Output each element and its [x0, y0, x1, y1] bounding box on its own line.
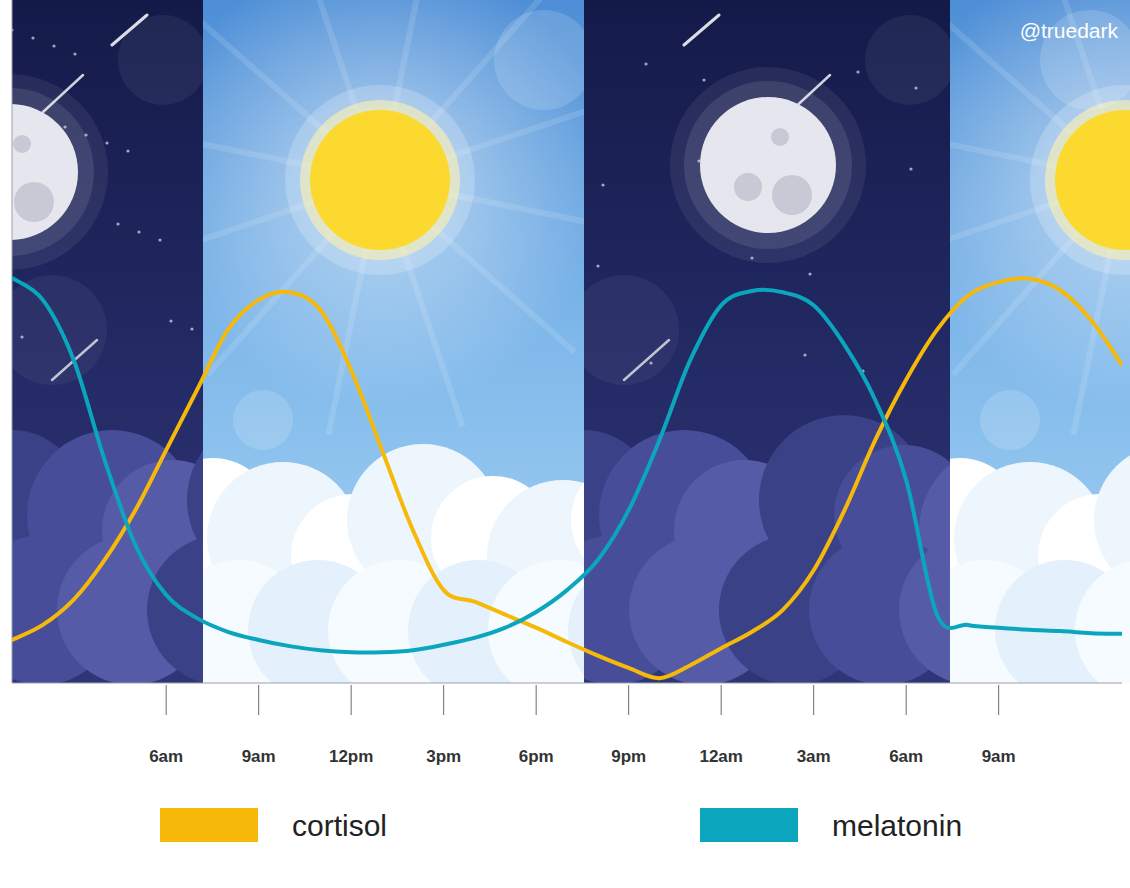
star: [601, 183, 604, 186]
x-tick: [351, 685, 352, 715]
y-axis-line: [12, 0, 13, 683]
sun-halo: [1045, 100, 1130, 260]
bokeh: [584, 275, 679, 385]
star: [169, 319, 172, 322]
x-tick: [998, 685, 999, 715]
moon-halo: [684, 81, 852, 249]
x-tick: [813, 685, 814, 715]
star: [116, 222, 119, 225]
moon: [700, 97, 836, 233]
sun: [310, 110, 450, 250]
cortisol-line: [12, 278, 1122, 678]
star: [190, 327, 193, 330]
moon-halo: [12, 74, 108, 270]
x-tick-label: 3am: [797, 747, 831, 766]
x-tick-label: 9am: [982, 747, 1016, 766]
star: [126, 149, 129, 152]
crater: [13, 135, 31, 153]
sun-glow: [950, 0, 1130, 410]
legend-swatch: [160, 808, 258, 842]
night-band: [584, 0, 950, 683]
crater: [772, 175, 812, 215]
legend-label: melatonin: [832, 809, 962, 842]
bokeh: [980, 390, 1040, 450]
legend-label: cortisol: [292, 809, 387, 842]
day-band: [203, 0, 584, 683]
x-tick-label: 12pm: [329, 747, 373, 766]
meteor: [684, 15, 719, 45]
melatonin-line: [12, 278, 1122, 653]
star: [73, 52, 76, 55]
star: [137, 230, 140, 233]
background: [0, 0, 1130, 700]
x-tick-label: 12am: [699, 747, 742, 766]
moon-halo: [670, 67, 866, 263]
star: [856, 70, 859, 73]
sun-halo: [1030, 85, 1130, 275]
meteor: [624, 340, 669, 380]
x-tick-label: 3pm: [426, 747, 461, 766]
x-tick: [906, 685, 907, 715]
x-tick: [536, 685, 537, 715]
star: [808, 272, 811, 275]
crater: [734, 173, 762, 201]
cloud: [1075, 560, 1130, 683]
x-tick-label: 9am: [242, 747, 276, 766]
star: [803, 353, 806, 356]
bokeh: [494, 10, 584, 110]
moon: [12, 104, 78, 240]
x-tick: [443, 685, 444, 715]
day-band: [950, 0, 1130, 683]
legend-swatch: [700, 808, 798, 842]
bokeh: [865, 15, 950, 105]
moon-halo: [12, 88, 94, 256]
x-axis: 6am 9am 12pm 3pm 6pm 9pm 12am 3am 6am 9am: [149, 685, 1016, 766]
crater: [14, 182, 54, 222]
star: [702, 78, 705, 81]
x-tick: [628, 685, 629, 715]
legend: cortisol melatonin: [160, 808, 962, 842]
cloud: [147, 535, 203, 683]
star: [644, 62, 647, 65]
star: [105, 141, 108, 144]
x-tick: [166, 685, 167, 715]
meteor: [112, 15, 147, 45]
sun: [1055, 110, 1130, 250]
sun-halo: [300, 100, 460, 260]
night-band: [12, 0, 203, 683]
star: [596, 264, 599, 267]
x-tick: [258, 685, 259, 715]
star: [52, 44, 55, 47]
sun-halo: [285, 85, 475, 275]
chart: 6am 9am 12pm 3pm 6pm 9pm 12am 3am 6am 9am @truedar…: [0, 0, 1130, 888]
x-axis-line: [12, 683, 1122, 684]
x-tick-label: 6am: [889, 747, 923, 766]
x-tick-label: 9pm: [611, 747, 646, 766]
x-tick: [721, 685, 722, 715]
bokeh: [233, 390, 293, 450]
crater: [771, 128, 789, 146]
sun-glow: [203, 0, 584, 410]
star: [158, 238, 161, 241]
star: [909, 167, 912, 170]
watermark: @truedark: [1020, 19, 1119, 42]
x-tick-label: 6am: [149, 747, 183, 766]
plot-area: [12, 278, 1122, 678]
x-tick-label: 6pm: [519, 747, 554, 766]
star: [31, 36, 34, 39]
